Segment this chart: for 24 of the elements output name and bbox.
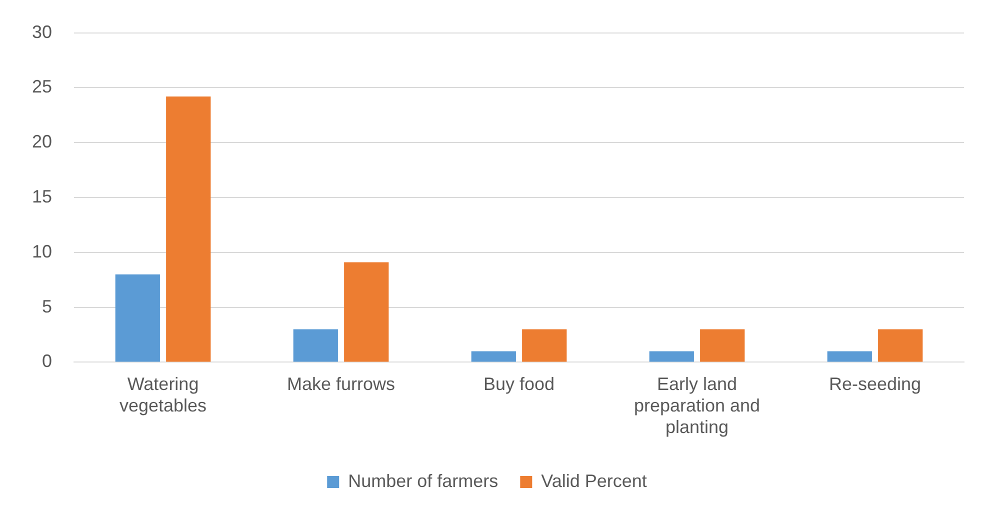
bar: [115, 274, 160, 362]
y-tick-label: 5: [42, 296, 52, 316]
y-tick-label: 25: [32, 76, 52, 97]
x-tick-label: Early land preparation and planting: [634, 374, 760, 438]
x-tick-label: Make furrows: [287, 374, 396, 394]
bar: [293, 329, 338, 362]
bar: [344, 262, 389, 362]
x-tick-label: Re-seeding: [828, 374, 922, 394]
bar: [878, 329, 923, 362]
bar: [166, 96, 211, 362]
x-tick-label: Watering vegetables: [119, 374, 207, 416]
x-tick-label: Buy food: [483, 374, 555, 394]
legend-label: Number of farmers: [348, 470, 498, 491]
y-tick-label: 10: [32, 241, 52, 262]
y-tick-label: 30: [32, 22, 52, 42]
y-tick-label: 15: [32, 186, 52, 206]
bar: [649, 351, 694, 362]
y-tick-label: 0: [42, 351, 52, 372]
bar: [827, 351, 872, 362]
bar: [471, 351, 516, 362]
legend-label: Valid Percent: [541, 470, 647, 491]
bar: [522, 329, 567, 362]
y-tick-label: 20: [32, 132, 52, 152]
bar: [700, 329, 745, 362]
